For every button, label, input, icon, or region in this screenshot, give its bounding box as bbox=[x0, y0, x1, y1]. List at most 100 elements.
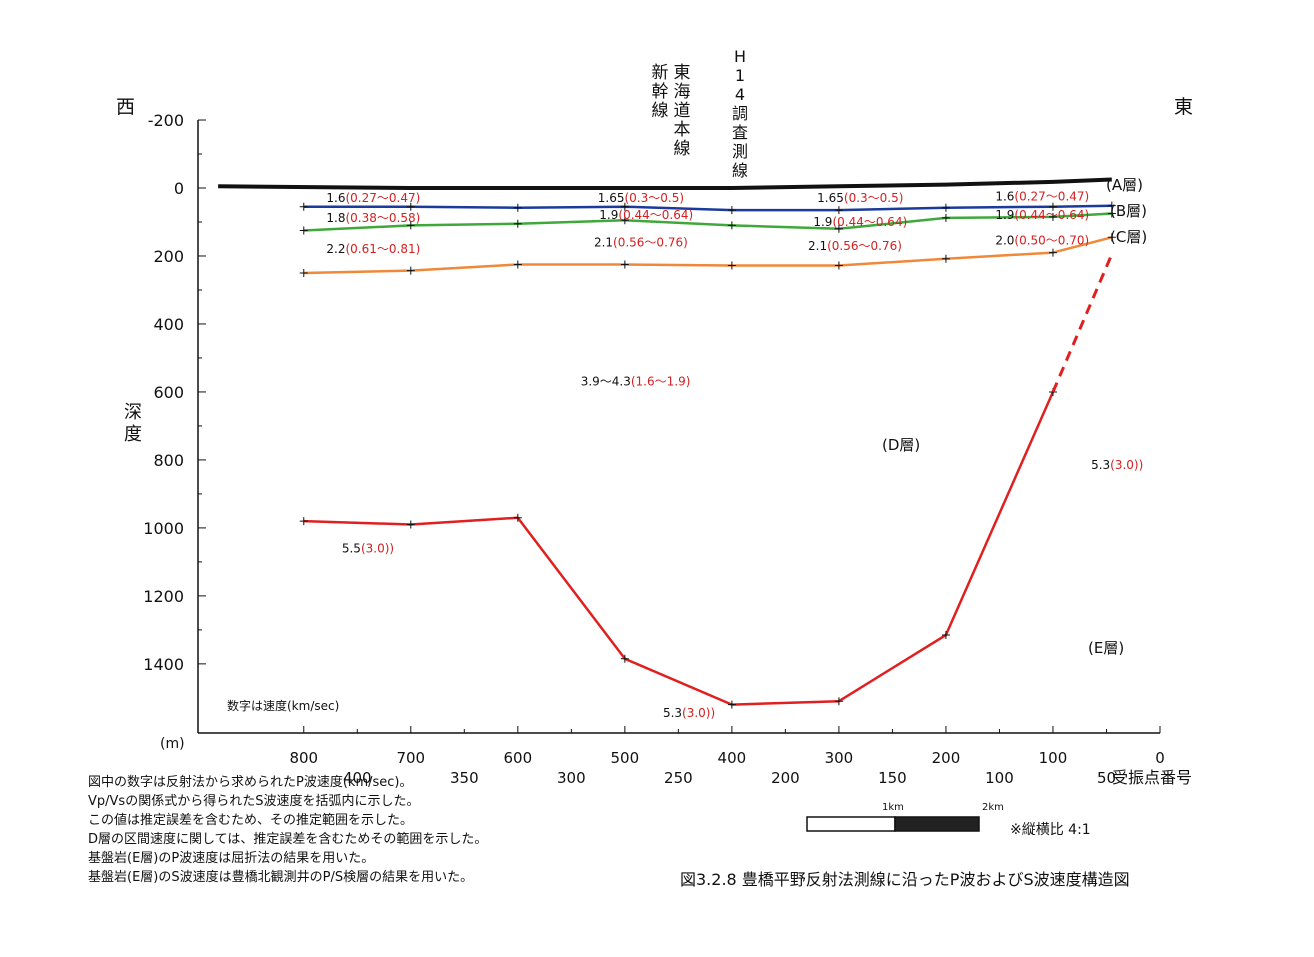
velocity-label: 1.8(0.38～0.58) bbox=[326, 211, 420, 225]
vs-range: (3.0)) bbox=[361, 541, 394, 555]
y-tick-label: 1000 bbox=[143, 519, 184, 538]
vp-value: 1.65 bbox=[598, 191, 625, 205]
speed-unit-note: 数字は速度(km/sec) bbox=[227, 698, 339, 713]
velocity-label: 1.65(0.3～0.5) bbox=[598, 191, 684, 205]
vs-range: (0.44～0.64) bbox=[618, 208, 693, 222]
velocity-label: 1.9(0.44～0.64) bbox=[813, 215, 907, 229]
data-point-marker bbox=[406, 202, 415, 211]
x-tick-label: 300 bbox=[825, 749, 854, 767]
layer-label: (E層) bbox=[1088, 639, 1124, 657]
receiver-tick-label: 200 bbox=[771, 769, 800, 787]
vp-value: 1.6 bbox=[995, 189, 1014, 203]
velocity-label: 5.3(3.0)) bbox=[1091, 458, 1143, 472]
velocity-label: 1.9(0.44～0.64) bbox=[599, 208, 693, 222]
y-axis-label-char: 度 bbox=[124, 424, 142, 445]
receiver-tick-label: 400 bbox=[343, 769, 372, 787]
vs-range: (3.0)) bbox=[682, 706, 715, 720]
line-label-char: 査 bbox=[732, 123, 748, 142]
velocity-label: 2.2(0.61～0.81) bbox=[326, 242, 420, 256]
line-label-char: 線 bbox=[652, 101, 669, 121]
vs-range: (0.56～0.76) bbox=[613, 235, 688, 249]
x-axis-label: 受振点番号 bbox=[1112, 768, 1192, 787]
line-label-char: 測 bbox=[732, 142, 748, 161]
receiver-tick-label: 100 bbox=[985, 769, 1014, 787]
vp-value: 1.9 bbox=[995, 208, 1014, 222]
line-label-char: H bbox=[734, 47, 746, 66]
line-label-char: 1 bbox=[735, 66, 745, 85]
velocity-label: 1.9(0.44～0.64) bbox=[995, 208, 1089, 222]
data-point-marker bbox=[941, 630, 950, 639]
y-axis-label-char: 深 bbox=[124, 402, 142, 423]
vs-range: (1.6～1.9) bbox=[631, 375, 691, 389]
east-label: 東 bbox=[1174, 96, 1193, 118]
velocity-label: 2.0(0.50～0.70) bbox=[995, 234, 1089, 248]
line-label-char: 幹 bbox=[652, 81, 669, 102]
vp-value: 2.0 bbox=[995, 234, 1014, 248]
x-tick-label: 500 bbox=[611, 749, 640, 767]
line-label-char: 海 bbox=[674, 82, 691, 102]
vp-value: 1.9 bbox=[813, 215, 832, 229]
data-point-marker bbox=[1107, 233, 1116, 242]
data-point-marker bbox=[620, 654, 629, 663]
data-point-marker bbox=[406, 520, 415, 529]
vp-value: 3.9～4.3 bbox=[581, 375, 631, 389]
data-point-marker bbox=[513, 219, 522, 228]
y-tick-label: 1200 bbox=[143, 587, 184, 606]
velocity-label: 5.3(3.0)) bbox=[663, 706, 715, 720]
data-point-marker bbox=[299, 202, 308, 211]
note-line-4: D層の区間速度に関しては、推定誤差を含むためその範囲を示した。 bbox=[88, 832, 488, 847]
y-tick-label: 800 bbox=[153, 451, 184, 470]
data-point-marker bbox=[513, 260, 522, 269]
vp-value: 5.3 bbox=[663, 706, 682, 720]
x-tick-label: 0 bbox=[1155, 749, 1165, 767]
data-point-marker bbox=[620, 202, 629, 211]
y-tick-label: 1400 bbox=[143, 655, 184, 674]
data-point-marker bbox=[1048, 202, 1057, 211]
scale-bar-black bbox=[894, 816, 980, 832]
x-tick-label: 600 bbox=[503, 749, 532, 767]
aspect-ratio-note: ※縦横比 4:1 bbox=[1010, 822, 1091, 838]
line-label-char: 調 bbox=[732, 104, 748, 123]
series-line-de bbox=[303, 391, 1055, 706]
note-line-5: 基盤岩(E層)のP波速度は屈折法の結果を用いた。 bbox=[88, 851, 375, 866]
data-point-marker bbox=[941, 254, 950, 263]
scale-label-2km: 2km bbox=[982, 802, 1004, 813]
vp-value: 5.3 bbox=[1091, 458, 1110, 472]
vs-range: (0.3～0.5) bbox=[844, 191, 904, 205]
note-line-6: 基盤岩(E層)のS波速度は豊橋北観測井のP/S検層の結果を用いた。 bbox=[88, 870, 474, 885]
vp-value: 1.6 bbox=[326, 191, 345, 205]
line-label-char: 線 bbox=[674, 139, 691, 159]
velocity-label: 2.1(0.56～0.76) bbox=[594, 235, 688, 249]
vs-range: (3.0)) bbox=[1110, 458, 1143, 472]
y-unit: (m) bbox=[160, 736, 185, 752]
data-point-marker bbox=[834, 206, 843, 215]
vp-value: 2.1 bbox=[594, 235, 613, 249]
data-point-marker bbox=[1107, 209, 1116, 218]
line-label-char: 東 bbox=[674, 63, 691, 83]
line-label-char: 道 bbox=[674, 101, 691, 121]
line-label-char: 線 bbox=[732, 161, 748, 180]
vs-range: (0.27～0.47) bbox=[345, 191, 420, 205]
line-label-char: 本 bbox=[674, 120, 691, 140]
x-tick-label: 800 bbox=[289, 749, 318, 767]
receiver-tick-label: 50 bbox=[1097, 769, 1116, 787]
line-label-char: 4 bbox=[735, 85, 745, 104]
vs-range: (0.3～0.5) bbox=[624, 191, 684, 205]
data-point-marker bbox=[727, 206, 736, 215]
data-point-marker bbox=[941, 203, 950, 212]
layer-label: (A層) bbox=[1106, 176, 1143, 194]
series-line-cd bbox=[303, 236, 1113, 275]
data-point-marker bbox=[1048, 212, 1057, 221]
velocity-label: 3.9～4.3(1.6～1.9) bbox=[581, 375, 691, 389]
vs-range: (0.27～0.47) bbox=[1014, 189, 1089, 203]
velocity-label: 2.1(0.56～0.76) bbox=[808, 239, 902, 253]
note-line-2: Vp/Vsの関係式から得られたS波速度を括弧内に示した。 bbox=[88, 794, 420, 809]
data-point-marker bbox=[513, 513, 522, 522]
y-tick-label: -200 bbox=[148, 111, 184, 130]
layer-label: (D層) bbox=[882, 436, 920, 454]
data-point-marker bbox=[406, 266, 415, 275]
vp-value: 2.2 bbox=[326, 242, 345, 256]
vs-range: (0.56～0.76) bbox=[827, 239, 902, 253]
series-line-de-dashed bbox=[1051, 253, 1114, 393]
